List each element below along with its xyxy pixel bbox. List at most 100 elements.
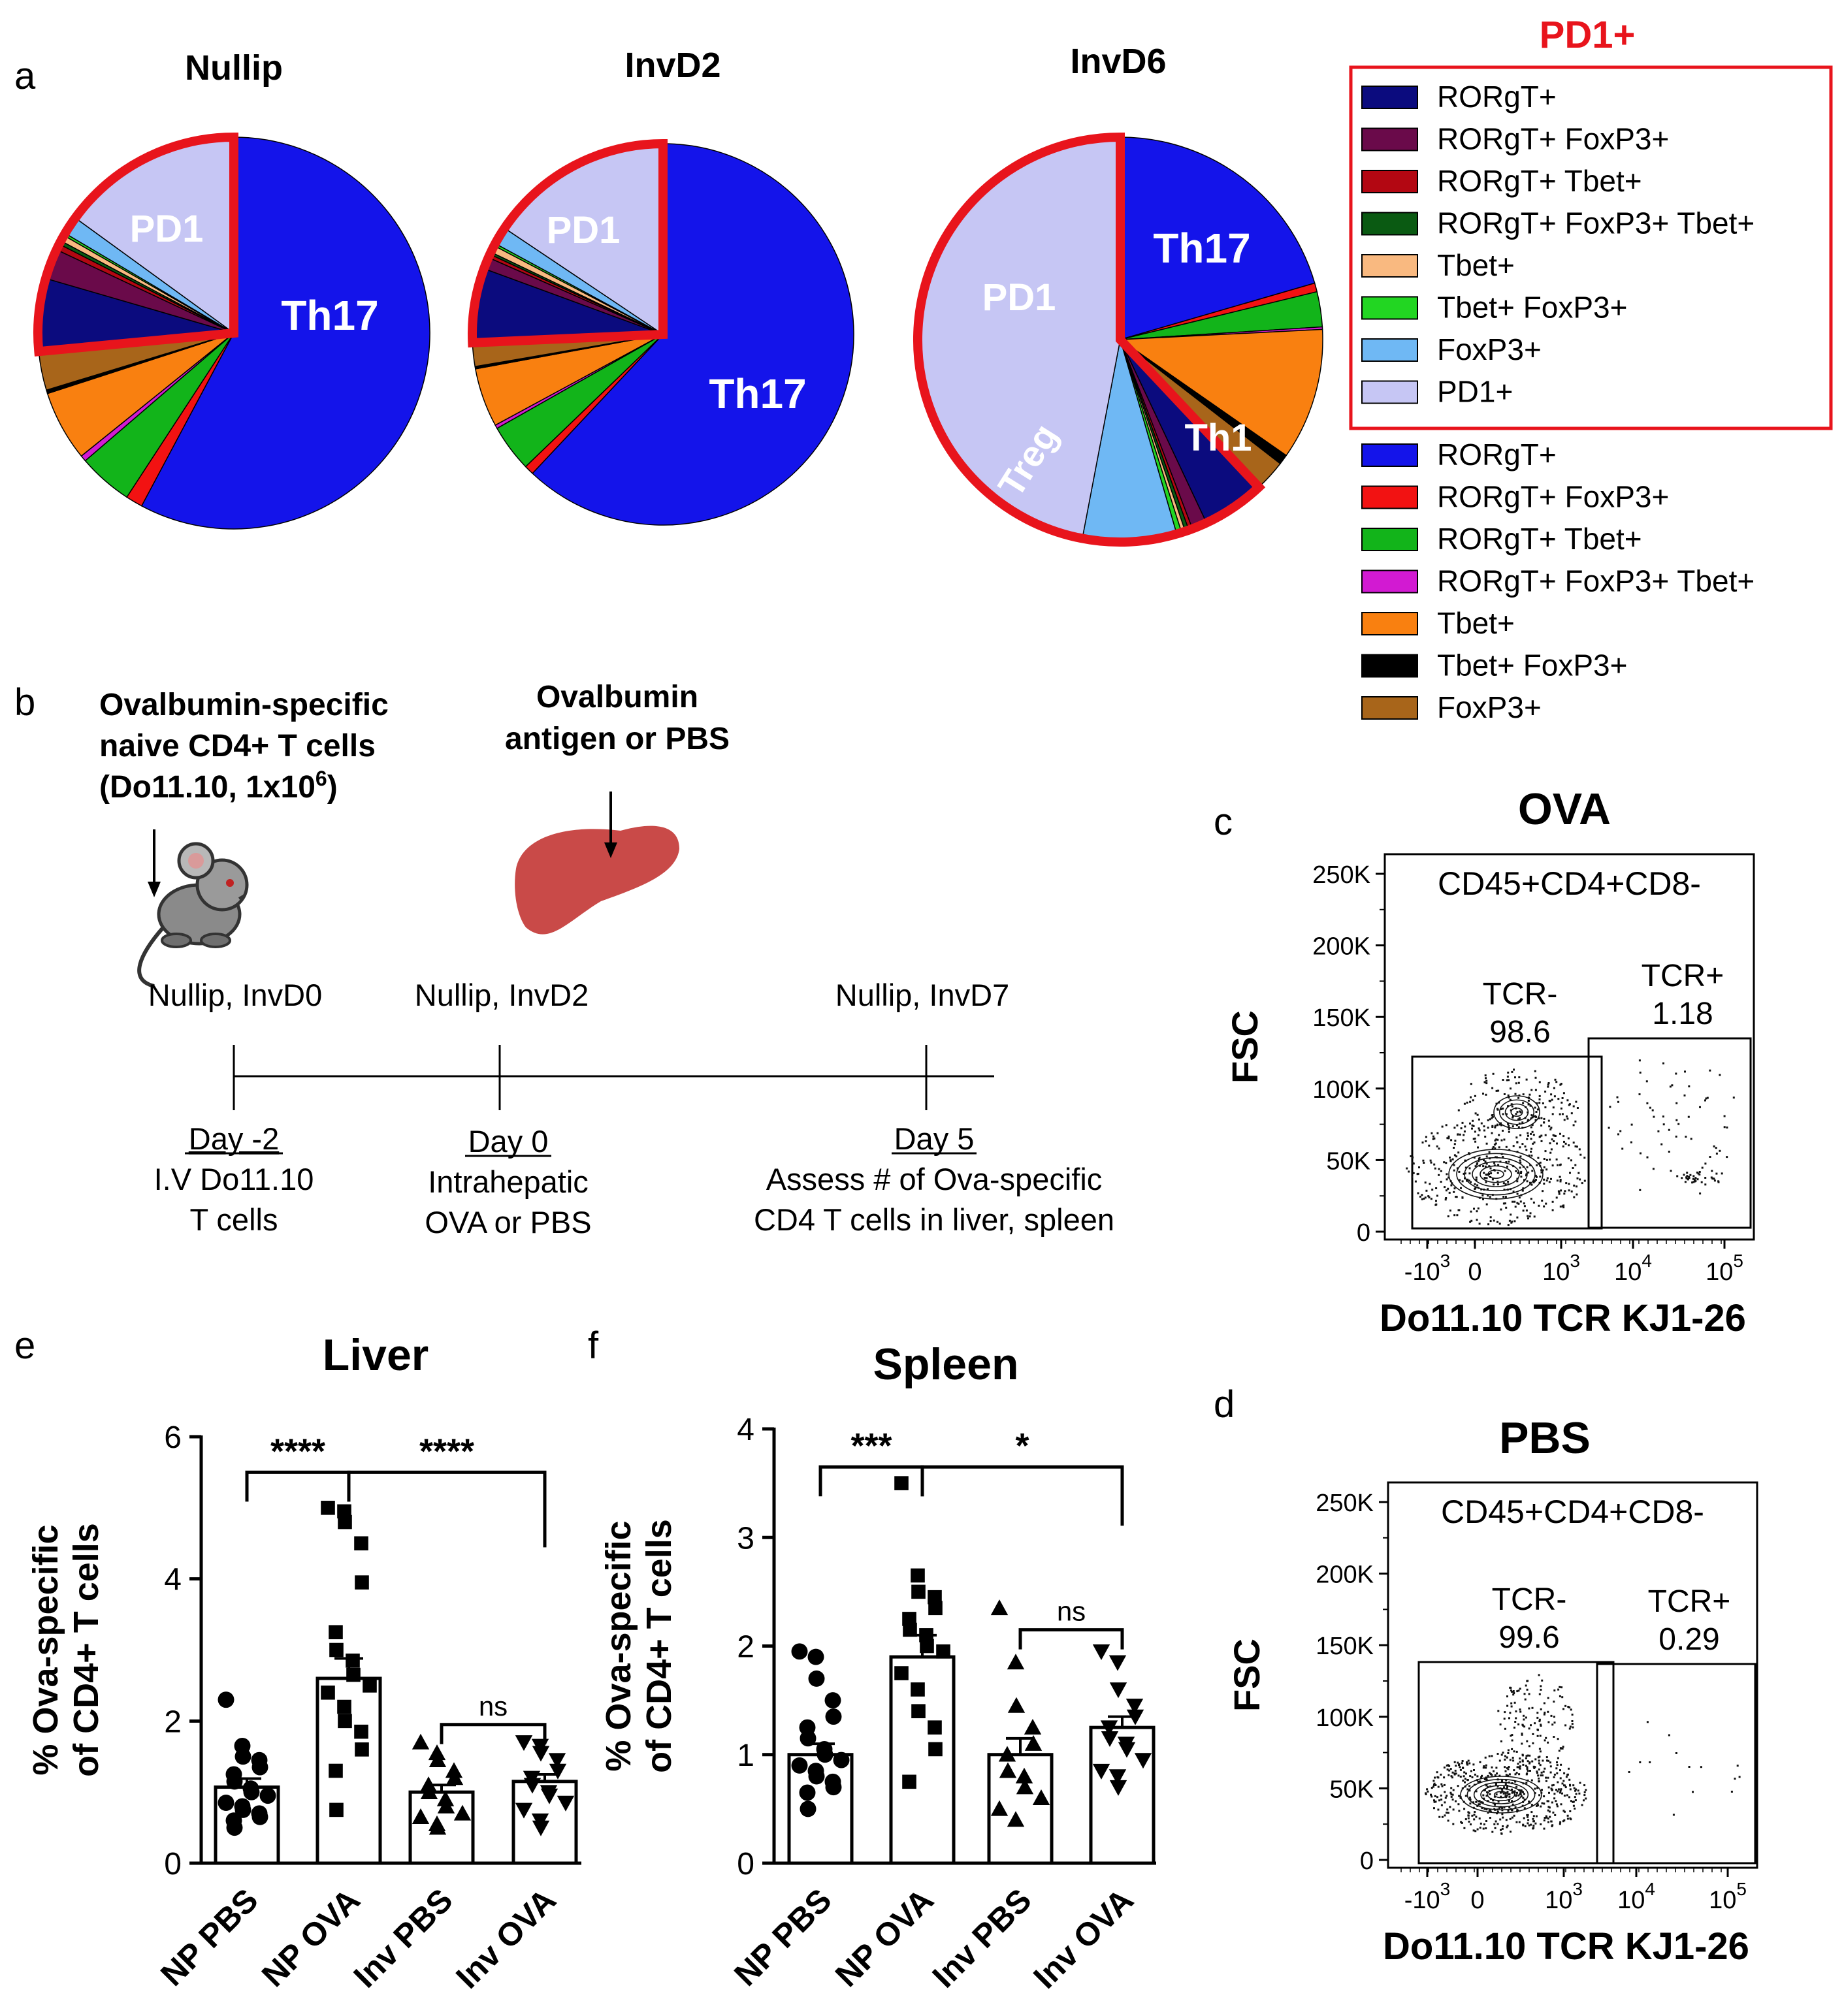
flow-event-dot bbox=[1502, 1182, 1505, 1185]
bar-point-square bbox=[928, 1601, 943, 1616]
flow-event-dot bbox=[1459, 1133, 1461, 1136]
flow-event-dot bbox=[1483, 1766, 1485, 1768]
flow-event-dot bbox=[1513, 1790, 1516, 1793]
flow-event-dot bbox=[1553, 1793, 1556, 1795]
flow-event-dot bbox=[1562, 1092, 1565, 1095]
flow-event-dot bbox=[1488, 1789, 1491, 1792]
flow-event-dot bbox=[1527, 1132, 1529, 1134]
flow-event-dot bbox=[1489, 1176, 1492, 1178]
flow-event-dot bbox=[1432, 1135, 1434, 1138]
flow-event-dot bbox=[1522, 1093, 1525, 1096]
flow-event-dot bbox=[1496, 1108, 1499, 1111]
flow-event-dot bbox=[1426, 1788, 1429, 1791]
flow-event-dot bbox=[1485, 1177, 1488, 1179]
flow-event-dot bbox=[1555, 1196, 1558, 1199]
panel-d-letter: d bbox=[1214, 1383, 1235, 1426]
flow-event-dot bbox=[1502, 1202, 1505, 1205]
flow-event-dot bbox=[1469, 1122, 1471, 1125]
flow-event-dot bbox=[1474, 1165, 1477, 1168]
flow-event-dot bbox=[1511, 1734, 1513, 1736]
flow-event-dot bbox=[1575, 1793, 1577, 1795]
flow-event-dot bbox=[1571, 1720, 1574, 1722]
flow-event-dot bbox=[1562, 1708, 1564, 1710]
flow-event-dot bbox=[1418, 1166, 1420, 1168]
flow-event-dot bbox=[1529, 1770, 1531, 1772]
flow-d-title: PBS bbox=[1499, 1413, 1591, 1463]
flow-event-dot bbox=[1543, 1713, 1545, 1716]
flow-event-dot bbox=[1412, 1172, 1415, 1174]
flow-event-dot bbox=[1434, 1167, 1436, 1170]
flow-event-dot bbox=[1553, 1716, 1555, 1718]
flow-event-dot bbox=[1480, 1122, 1483, 1125]
bar-point-triangle bbox=[1007, 1811, 1025, 1827]
flow-event-dot bbox=[1581, 1182, 1583, 1185]
flow-event-dot bbox=[1540, 1685, 1542, 1688]
flow-event-dot bbox=[1560, 1189, 1562, 1192]
flow-event-dot bbox=[1493, 1823, 1496, 1825]
flow-event-dot bbox=[1459, 1768, 1462, 1771]
flow-event-dot bbox=[1497, 1710, 1500, 1712]
flow-event-dot bbox=[1553, 1776, 1555, 1778]
flow-event-dot bbox=[1523, 1793, 1525, 1795]
flow-event-dot bbox=[1511, 1800, 1513, 1802]
flow-event-dot bbox=[1436, 1796, 1438, 1799]
flow-event-dot bbox=[1566, 1774, 1569, 1776]
flow-event-dot bbox=[1502, 1156, 1504, 1158]
flow-event-dot bbox=[1485, 1093, 1487, 1096]
flow-event-dot bbox=[1450, 1795, 1453, 1798]
flow-event-dot bbox=[1487, 1194, 1489, 1197]
flow-event-dot bbox=[1453, 1214, 1456, 1217]
flow-event-dot bbox=[1549, 1761, 1551, 1764]
flow-event-dot bbox=[1436, 1771, 1438, 1774]
flow-event-dot bbox=[1444, 1797, 1447, 1799]
flow-event-dot bbox=[1440, 1170, 1442, 1172]
bar-point-square bbox=[919, 1628, 933, 1642]
flow-event-dot bbox=[1523, 1817, 1525, 1819]
bar-ylabel-line1: % Ova-specific bbox=[26, 1524, 65, 1775]
flow-event-dot bbox=[1517, 1096, 1520, 1099]
flow-event-dot bbox=[1489, 1157, 1491, 1160]
flow-event-dot bbox=[1489, 1793, 1491, 1795]
flow-event-dot bbox=[1438, 1147, 1440, 1150]
flow-event-dot bbox=[1525, 1209, 1528, 1212]
flow-event-dot bbox=[1512, 1165, 1515, 1168]
flow-event-dot bbox=[1617, 1133, 1619, 1136]
bar-point-square bbox=[363, 1678, 377, 1693]
flow-event-dot bbox=[1493, 1770, 1495, 1772]
legend-swatch-rorgt-foxp3 bbox=[1361, 485, 1418, 509]
flow-event-dot bbox=[1513, 1814, 1515, 1817]
flow-event-dot bbox=[1489, 1196, 1491, 1198]
flow-event-dot bbox=[1617, 1100, 1619, 1103]
bar-xlabel-np-ova: NP OVA bbox=[828, 1881, 941, 1994]
flow-event-dot bbox=[1450, 1775, 1453, 1778]
flow-event-dot bbox=[1499, 1818, 1502, 1821]
flow-event-dot bbox=[1428, 1196, 1431, 1198]
flow-event-dot bbox=[1567, 1706, 1570, 1708]
flow-event-dot bbox=[1540, 1774, 1542, 1777]
flow-event-dot bbox=[1474, 1112, 1477, 1115]
flow-event-dot bbox=[1532, 1765, 1535, 1768]
flow-event-dot bbox=[1523, 1799, 1526, 1801]
flow-event-dot bbox=[1572, 1784, 1575, 1787]
flow-event-dot bbox=[1504, 1755, 1506, 1757]
flow-event-dot bbox=[1510, 1087, 1512, 1090]
flow-event-dot bbox=[1538, 1098, 1541, 1100]
flow-event-dot bbox=[1463, 1172, 1465, 1175]
flow-event-dot bbox=[1676, 1175, 1679, 1177]
flow-event-dot bbox=[1522, 1209, 1525, 1212]
flow-event-dot bbox=[1517, 1689, 1520, 1692]
flow-event-dot bbox=[1564, 1784, 1566, 1787]
flow-event-dot bbox=[1463, 1775, 1465, 1778]
flow-event-dot bbox=[1572, 1105, 1575, 1108]
flow-event-dot bbox=[1472, 1829, 1475, 1832]
pie-label-th1-invd6: Th1 bbox=[1184, 417, 1252, 459]
flow-event-dot bbox=[1538, 1117, 1540, 1119]
flow-event-dot bbox=[1549, 1816, 1551, 1818]
flow-event-dot bbox=[1511, 1221, 1513, 1223]
flow-event-dot bbox=[1482, 1794, 1485, 1797]
flow-event-dot bbox=[1430, 1793, 1432, 1796]
flow-event-dot bbox=[1445, 1197, 1448, 1199]
flow-event-dot bbox=[1459, 1796, 1462, 1799]
legend-label-pd1-rorgt-foxp3-tbet: RORgT+ FoxP3+ Tbet+ bbox=[1437, 206, 1755, 240]
flow-event-dot bbox=[1476, 1775, 1479, 1778]
